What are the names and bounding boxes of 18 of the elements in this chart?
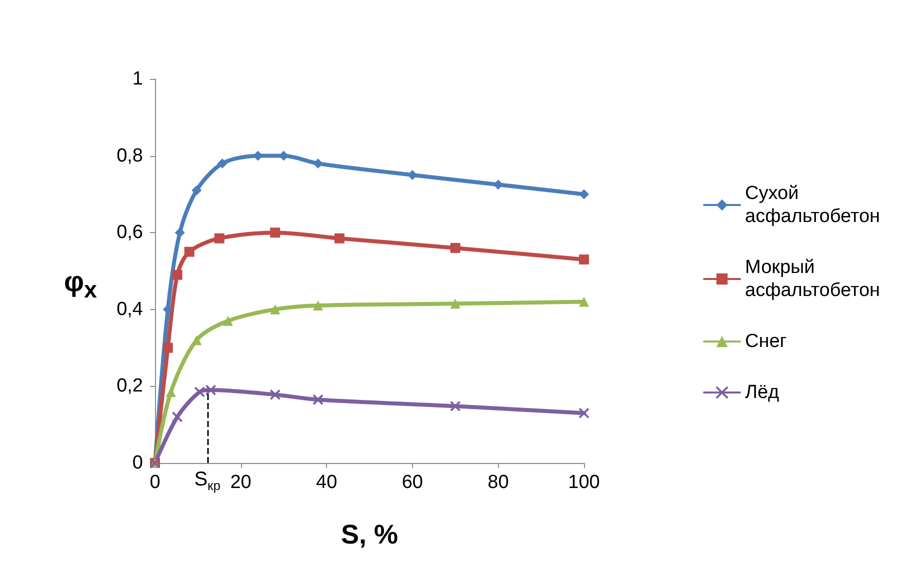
legend-label: Мокрый асфальтобетон bbox=[745, 257, 880, 301]
x-tick-label: 80 bbox=[488, 472, 509, 493]
y-tick-label: 0,2 bbox=[116, 376, 143, 397]
x-tick-label: 20 bbox=[230, 472, 252, 493]
y-tick-label: 0,4 bbox=[116, 298, 144, 320]
y-tick-label: 1 bbox=[132, 68, 143, 90]
y-tick-label: 0 bbox=[132, 452, 143, 474]
x-tick-label: 60 bbox=[402, 472, 423, 493]
legend-label: Снег bbox=[745, 331, 787, 352]
x-tick-label: 100 bbox=[568, 472, 600, 493]
y-tick-label: 0,8 bbox=[116, 145, 143, 166]
legend-label: Сухой асфальтобетон bbox=[745, 183, 880, 227]
y-axis-title: φ$_{x}$ bbox=[64, 266, 98, 304]
x-axis-title: S, % bbox=[340, 520, 398, 550]
legend-label: Лёд bbox=[745, 382, 780, 403]
x-tick-label: 40 bbox=[316, 472, 338, 493]
x-tick-label: 0 bbox=[150, 472, 160, 493]
y-tick-label: 0,6 bbox=[116, 222, 143, 244]
